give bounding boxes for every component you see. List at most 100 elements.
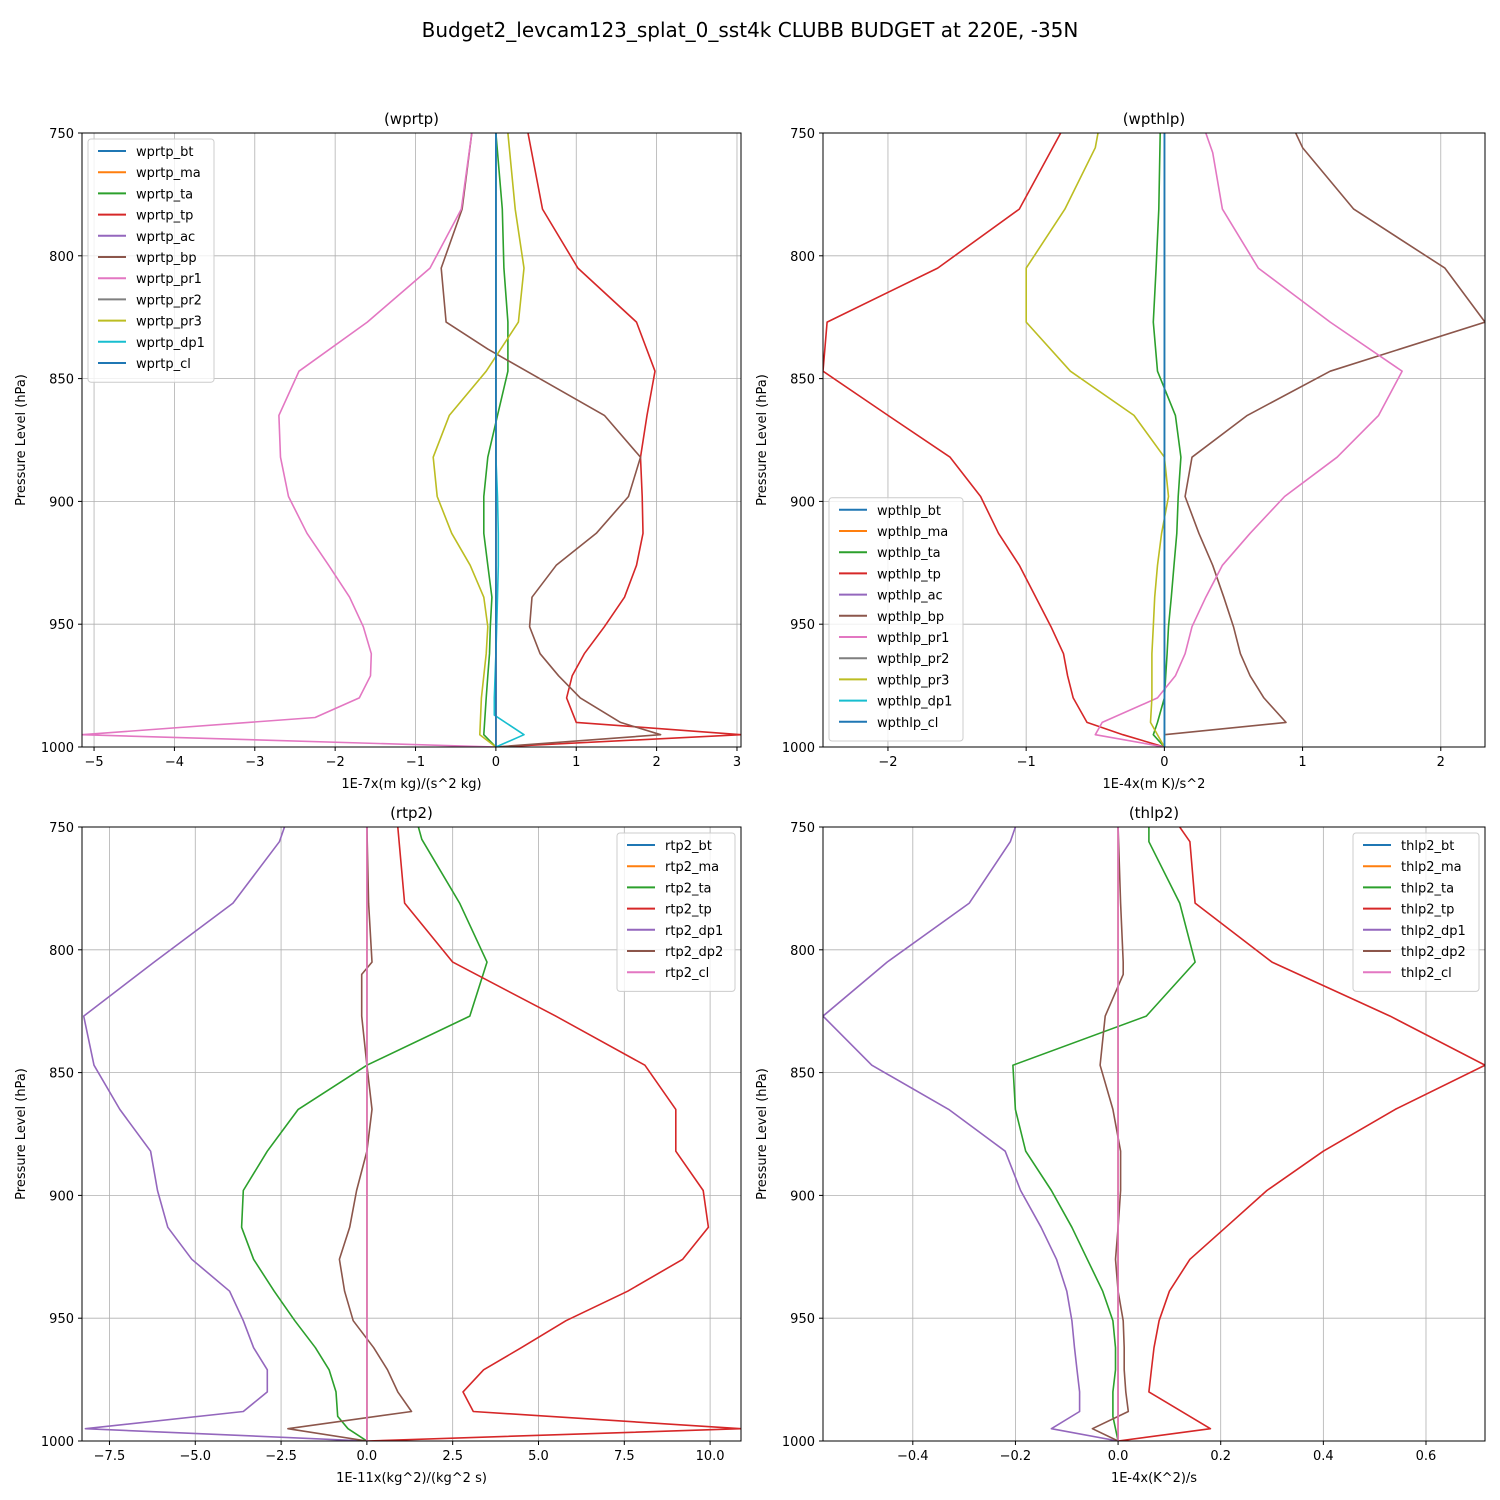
series-line-rtp2_dp1 <box>82 827 367 1441</box>
x-axis-label: 1E-7x(m kg)/(s^2 kg) <box>341 777 481 792</box>
y-axis-label: Pressure Level (hPa) <box>755 1068 770 1200</box>
legend: rtp2_bt rtp2_ma rtp2_ta rtp2_tp rtp2_dp1 rtp2… <box>616 832 736 992</box>
x-tick-label: −5.0 <box>179 1449 211 1464</box>
legend-label: rtp2_ta <box>665 881 712 896</box>
x-tick-label: −0.2 <box>1000 1449 1032 1464</box>
series-line-rtp2_dp2 <box>287 827 413 1441</box>
legend-label: wpthlp_tp <box>877 567 941 582</box>
x-tick-label: 2 <box>652 755 660 770</box>
series-group <box>82 133 741 747</box>
legend-label: wprtp_pr1 <box>136 272 202 287</box>
legend-label: rtp2_bt <box>665 839 712 854</box>
legend-label: wprtp_tp <box>136 209 193 224</box>
series-group <box>823 827 1485 1441</box>
legend-label: wpthlp_dp1 <box>877 695 952 710</box>
series-line-wprtp_bp <box>440 133 662 747</box>
x-tick-label: 10.0 <box>696 1449 725 1464</box>
x-tick-label: 0 <box>1160 755 1168 770</box>
y-tick-label: 800 <box>790 250 815 265</box>
plot-frame <box>822 132 1486 748</box>
y-tick-label: 1000 <box>782 741 815 756</box>
series-line-wprtp_ta <box>482 133 509 747</box>
y-tick-label: 850 <box>49 373 74 388</box>
legend-label: wpthlp_pr2 <box>877 652 949 667</box>
x-tick-label: 0.0 <box>357 1449 378 1464</box>
y-tick-label: 900 <box>790 1189 815 1204</box>
x-tick-label: 7.5 <box>614 1449 635 1464</box>
legend-label: wpthlp_ma <box>877 525 948 540</box>
y-axis-label: Pressure Level (hPa) <box>755 374 770 506</box>
legend-label: wpthlp_pr1 <box>877 631 949 646</box>
series-line-thlp2_ta <box>1012 827 1196 1441</box>
series-group <box>823 133 1485 747</box>
y-tick-label: 950 <box>49 618 74 633</box>
plot-frame <box>81 132 742 748</box>
panel-title: (rtp2) <box>390 804 433 822</box>
legend-label: rtp2_ma <box>665 860 719 875</box>
x-tick-label: 2 <box>1437 755 1445 770</box>
y-tick-label: 750 <box>49 821 74 836</box>
panel-title: (wpthlp) <box>1123 110 1186 128</box>
y-tick-label: 750 <box>790 127 815 142</box>
y-tick-label: 1000 <box>41 1435 74 1450</box>
legend-label: wprtp_pr2 <box>136 293 202 308</box>
legend-label: rtp2_dp2 <box>665 945 723 960</box>
x-axis-label: 1E-4x(m K)/s^2 <box>1103 777 1206 792</box>
series-line-thlp2_tp <box>1117 827 1485 1441</box>
legend-label: wprtp_bt <box>136 145 193 160</box>
chart-panel-3: −0.4 −0.2 0.0 0.2 0.4 0.6 750 800 850 900 950 1000 (… <box>755 804 1486 1486</box>
legend-label: wprtp_ta <box>136 187 193 202</box>
y-axis-label: Pressure Level (hPa) <box>14 374 29 506</box>
legend-label: wpthlp_pr3 <box>877 673 949 688</box>
y-axis-label: Pressure Level (hPa) <box>14 1068 29 1200</box>
y-tick-label: 1000 <box>41 741 74 756</box>
series-line-wpthlp_pr1 <box>1094 133 1403 747</box>
x-tick-label: 3 <box>733 755 741 770</box>
legend-label: wprtp_bp <box>136 251 197 266</box>
x-axis-label: 1E-4x(K^2)/s <box>1111 1471 1197 1486</box>
x-tick-label: −3 <box>245 755 264 770</box>
panel-title: (thlp2) <box>1129 804 1179 822</box>
legend-label: wprtp_pr3 <box>136 315 202 330</box>
series-line-rtp2_tp <box>366 827 741 1441</box>
y-tick-label: 950 <box>49 1312 74 1327</box>
x-tick-label: 5.0 <box>528 1449 549 1464</box>
y-tick-label: 800 <box>49 944 74 959</box>
legend: thlp2_bt thlp2_ma thlp2_ta thlp2_tp thlp2_dp… <box>1352 832 1480 992</box>
series-line-wprtp_pr1 <box>82 133 496 747</box>
x-tick-label: 0.0 <box>1108 1449 1129 1464</box>
x-tick-label: 0.4 <box>1313 1449 1334 1464</box>
x-tick-label: −2 <box>326 755 345 770</box>
x-tick-label: 0 <box>492 755 500 770</box>
legend-label: wprtp_ma <box>136 166 201 181</box>
series-line-wpthlp_bp <box>1164 133 1485 736</box>
figure-title: Budget2_levcam123_splat_0_sst4k CLUBB BU… <box>422 18 1079 42</box>
legend-label: thlp2_ta <box>1401 881 1454 896</box>
legend-label: thlp2_dp2 <box>1401 945 1466 960</box>
x-tick-label: −2.5 <box>265 1449 297 1464</box>
legend-label: thlp2_cl <box>1401 966 1452 981</box>
series-line-rtp2_ta <box>240 827 488 1441</box>
series-line-wpthlp_ta <box>1152 133 1182 747</box>
legend-label: wprtp_dp1 <box>136 336 205 351</box>
plot-frame <box>81 826 742 1442</box>
legend-label: wpthlp_ta <box>877 546 941 561</box>
legend-label: rtp2_dp1 <box>665 924 723 939</box>
x-tick-label: −2 <box>878 755 897 770</box>
series-line-wprtp_pr3 <box>432 133 525 747</box>
y-tick-label: 750 <box>49 127 74 142</box>
chart-panel-1: −2 −1 0 1 2 750 800 850 900 950 1000 (wpthlp) 1E-4x(… <box>755 110 1486 792</box>
legend-label: thlp2_tp <box>1401 903 1454 918</box>
series-line-wpthlp_tp <box>823 133 1165 747</box>
y-tick-label: 900 <box>790 495 815 510</box>
legend-label: wpthlp_ac <box>877 589 943 604</box>
plot-frame <box>822 826 1486 1442</box>
x-tick-label: 0.2 <box>1210 1449 1231 1464</box>
y-tick-label: 800 <box>49 250 74 265</box>
legend-label: wpthlp_cl <box>877 716 938 731</box>
y-tick-label: 950 <box>790 1312 815 1327</box>
legend-label: wprtp_cl <box>136 357 191 372</box>
legend-label: wpthlp_bt <box>877 504 941 519</box>
y-tick-label: 750 <box>790 821 815 836</box>
